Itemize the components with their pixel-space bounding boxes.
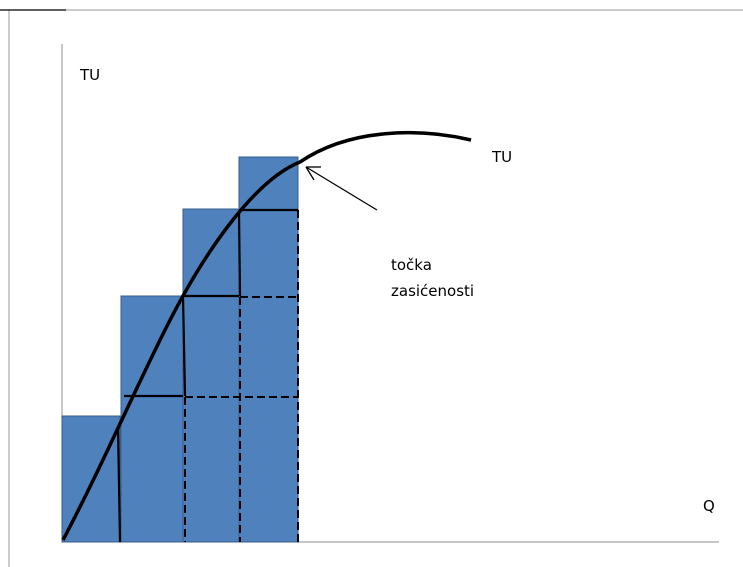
y-axis-label: TU [80, 66, 101, 84]
bar-3 [182, 208, 240, 543]
x-axis-label: Q [703, 497, 715, 515]
annotation-line-2: zasićenosti [391, 282, 475, 300]
curve-label: TU [492, 148, 513, 166]
saturation-point-annotation: točka zasićenosti [391, 252, 474, 304]
bar-4 [238, 156, 299, 543]
increment-line-3-vertical [237, 211, 242, 297]
increment-line-1-vertical [116, 425, 122, 543]
total-utility-curve [61, 130, 472, 541]
increment-line-2-vertical [181, 295, 187, 397]
bar-2 [120, 295, 184, 543]
saturation-point-arrow [305, 166, 378, 211]
annotation-line-1: točka [391, 256, 432, 274]
